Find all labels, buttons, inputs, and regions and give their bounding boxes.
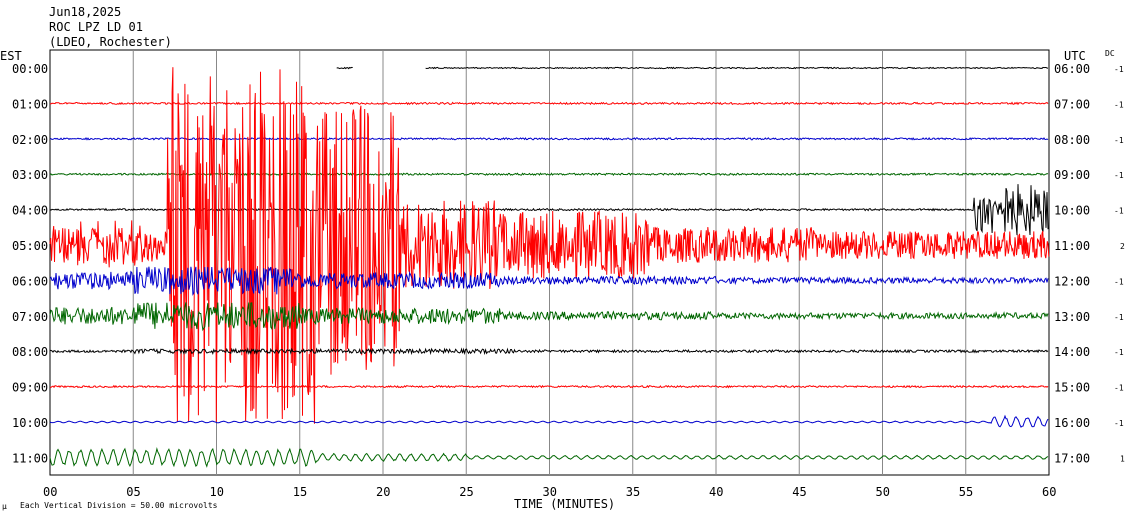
right-time-labels: 06:00 07:00 08:00 09:00 10:00 11:00 12:00 13:00… — [1054, 62, 1090, 465]
seismic-trace — [49, 446, 1049, 468]
row-dc-value: -1 — [1114, 277, 1124, 286]
row-label-local: 04:00 — [12, 204, 48, 218]
row-dc-value: -1 — [1114, 65, 1124, 74]
seismic-trace — [49, 184, 1049, 236]
right-zone-label: UTC — [1064, 49, 1086, 63]
row-label-utc: 08:00 — [1054, 133, 1090, 147]
x-tick-label: 35 — [626, 485, 640, 499]
row-label-local: 10:00 — [12, 416, 48, 430]
row-label-local: 07:00 — [12, 310, 48, 324]
seismic-trace — [49, 384, 1049, 389]
x-tick-label: 25 — [459, 485, 473, 499]
x-tick-label: 55 — [959, 485, 973, 499]
row-label-local: 01:00 — [12, 97, 48, 111]
row-dc-value: -1 — [1114, 136, 1124, 145]
row-dc-value: 2 — [1120, 242, 1125, 251]
row-label-utc: 15:00 — [1054, 381, 1090, 395]
row-label-utc: 10:00 — [1054, 204, 1090, 218]
row-label-local: 08:00 — [12, 345, 48, 359]
header-station: ROC LPZ LD 01 — [49, 20, 143, 34]
row-label-utc: 14:00 — [1054, 345, 1090, 359]
row-label-local: 11:00 — [12, 451, 48, 465]
row-dc-value: -1 — [1114, 384, 1124, 393]
row-dc-value: -1 — [1114, 100, 1124, 109]
row-label-local: 05:00 — [12, 239, 48, 253]
dc-header-label: DC — [1105, 49, 1115, 58]
seismic-trace — [49, 266, 1049, 296]
row-label-local: 09:00 — [12, 381, 48, 395]
seismic-trace — [49, 67, 1050, 424]
row-label-local: 02:00 — [12, 133, 48, 147]
row-dc-value: -1 — [1114, 313, 1124, 322]
row-label-utc: 17:00 — [1054, 451, 1090, 465]
seismic-trace — [49, 347, 1049, 356]
x-tick-label: 05 — [126, 485, 140, 499]
seismic-trace — [49, 136, 1049, 141]
seismic-trace — [49, 414, 1049, 428]
left-time-labels: 00:00 01:00 02:00 03:00 04:00 05:00 06:00 07:00… — [12, 62, 48, 465]
x-tick-label: 20 — [376, 485, 390, 499]
row-dc-value: -1 — [1114, 207, 1124, 216]
header-date: Jun18,2025 — [49, 5, 121, 19]
dc-labels: -1 -1 -1 -1 -1 2 -1 -1 -1 -1 -1 1 — [1114, 65, 1125, 463]
footer-note: Each Vertical Division = 50.00 microvolt… — [20, 501, 218, 510]
footer-mark: µ — [2, 502, 7, 511]
x-tick-label: 40 — [709, 485, 723, 499]
row-dc-value: -1 — [1114, 171, 1124, 180]
seismic-trace — [49, 302, 1049, 332]
row-label-utc: 11:00 — [1054, 239, 1090, 253]
seismic-trace — [336, 66, 1049, 70]
row-label-local: 06:00 — [12, 274, 48, 288]
row-label-local: 00:00 — [12, 62, 48, 76]
header-location: (LDEO, Rochester) — [49, 35, 172, 49]
x-tick-label: 00 — [43, 485, 57, 499]
row-label-utc: 12:00 — [1054, 274, 1090, 288]
row-label-utc: 16:00 — [1054, 416, 1090, 430]
row-dc-value: -1 — [1114, 419, 1124, 428]
grid-lines — [132, 50, 967, 475]
x-tick-label: 50 — [876, 485, 890, 499]
row-label-utc: 09:00 — [1054, 168, 1090, 182]
x-tick-label: 45 — [792, 485, 806, 499]
x-tick-labels: 00 05 10 15 20 25 30 35 40 45 50 55 60 — [43, 485, 1056, 499]
seismic-trace — [49, 172, 1049, 177]
x-tick-label: 30 — [543, 485, 557, 499]
seismic-trace — [50, 101, 1049, 106]
trace-group — [49, 66, 1050, 468]
x-tick-label: 15 — [293, 485, 307, 499]
row-label-utc: 07:00 — [1054, 97, 1090, 111]
x-tick-label: 10 — [210, 485, 224, 499]
left-zone-label: EST — [0, 49, 22, 63]
row-dc-value: -1 — [1114, 348, 1124, 357]
x-tick-label: 60 — [1042, 485, 1056, 499]
row-dc-value: 1 — [1120, 454, 1125, 463]
x-axis-label: TIME (MINUTES) — [514, 497, 615, 511]
row-label-utc: 13:00 — [1054, 310, 1090, 324]
row-label-local: 03:00 — [12, 168, 48, 182]
row-label-utc: 06:00 — [1054, 62, 1090, 76]
